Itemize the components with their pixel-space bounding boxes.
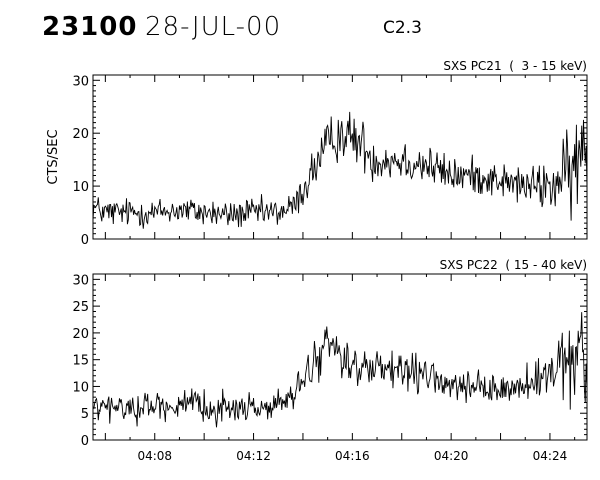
x-tick-label: 04:08 (137, 449, 172, 463)
plot-frame (92, 74, 588, 240)
y-tick-label: 0 (81, 233, 89, 248)
y-tick-label: 30 (72, 74, 89, 89)
pc21-panel: SXS PC21 ( 3 - 15 keV) 0 10 20 30 CTS/SEC (46, 59, 588, 248)
y-tick-label: 0 (81, 434, 89, 449)
y-tick-label: 30 (72, 273, 89, 288)
observation-date: 28-JUL-00 (145, 12, 282, 42)
y-axis-label: CTS/SEC (46, 129, 61, 184)
panel-title: SXS PC22 ( 15 - 40 keV) (440, 258, 587, 272)
panel-title: SXS PC21 ( 3 - 15 keV) (443, 59, 587, 73)
y-tick-label: 15 (72, 354, 89, 369)
y-tick-label: 5 (81, 407, 89, 422)
series-line (92, 312, 588, 428)
x-tick-label: 04:16 (335, 449, 370, 463)
y-tick-label: 20 (72, 127, 89, 142)
y-tick-label: 10 (72, 380, 89, 395)
pc22-panel: SXS PC22 ( 15 - 40 keV) 0 5 10 15 20 25 30 04:08… (72, 258, 588, 463)
series-line (92, 111, 588, 229)
y-tick-label: 20 (72, 327, 89, 342)
plot-frame (92, 273, 588, 441)
y-tick-label: 25 (72, 300, 89, 315)
y-tick-label: 10 (72, 180, 89, 195)
x-tick-label: 04:24 (533, 449, 568, 463)
flare-class: C2.3 (383, 18, 422, 38)
x-tick-label: 04:12 (236, 449, 271, 463)
x-tick-label: 04:20 (434, 449, 469, 463)
event-id: 23100 (42, 12, 138, 42)
